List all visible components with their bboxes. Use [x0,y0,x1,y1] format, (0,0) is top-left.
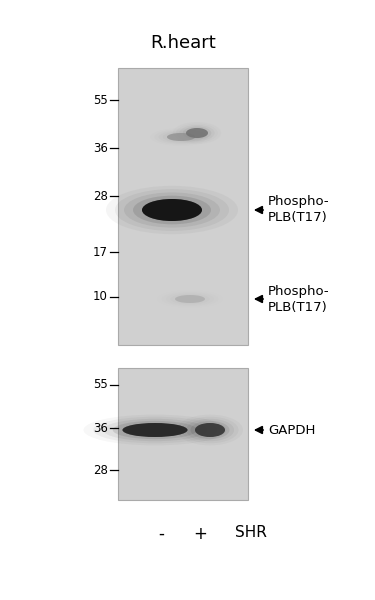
Bar [118,68,248,345]
Text: 36: 36 [93,142,108,154]
Text: 28: 28 [93,190,108,202]
Text: 55: 55 [93,379,108,391]
Ellipse shape [163,132,199,142]
Ellipse shape [113,421,197,439]
Text: 10: 10 [93,290,108,304]
Ellipse shape [142,199,202,221]
Ellipse shape [167,133,195,141]
Ellipse shape [190,421,230,439]
Text: +: + [193,525,207,543]
Ellipse shape [171,294,210,304]
Text: 17: 17 [93,245,108,259]
Bar [118,368,248,500]
Ellipse shape [186,419,234,441]
Ellipse shape [175,295,205,303]
Ellipse shape [186,128,208,138]
Ellipse shape [183,127,211,139]
Ellipse shape [123,423,188,437]
Ellipse shape [167,133,195,141]
Text: Phospho-
PLB(T17): Phospho- PLB(T17) [268,284,330,313]
Text: GAPDH: GAPDH [268,424,315,437]
Ellipse shape [103,419,207,441]
Ellipse shape [159,131,203,143]
Ellipse shape [142,199,202,221]
Text: 28: 28 [93,463,108,476]
Ellipse shape [195,423,225,437]
Ellipse shape [186,128,208,138]
Ellipse shape [123,423,188,437]
Text: 55: 55 [93,94,108,107]
Text: Phospho-
PLB(T17): Phospho- PLB(T17) [268,196,330,224]
Ellipse shape [124,193,220,227]
Ellipse shape [195,423,225,437]
Ellipse shape [175,295,205,303]
Text: R.heart: R.heart [150,34,216,52]
Ellipse shape [179,125,214,141]
Text: -: - [158,525,164,543]
Ellipse shape [133,196,211,224]
Text: 36: 36 [93,421,108,434]
Text: SHR: SHR [235,525,267,540]
